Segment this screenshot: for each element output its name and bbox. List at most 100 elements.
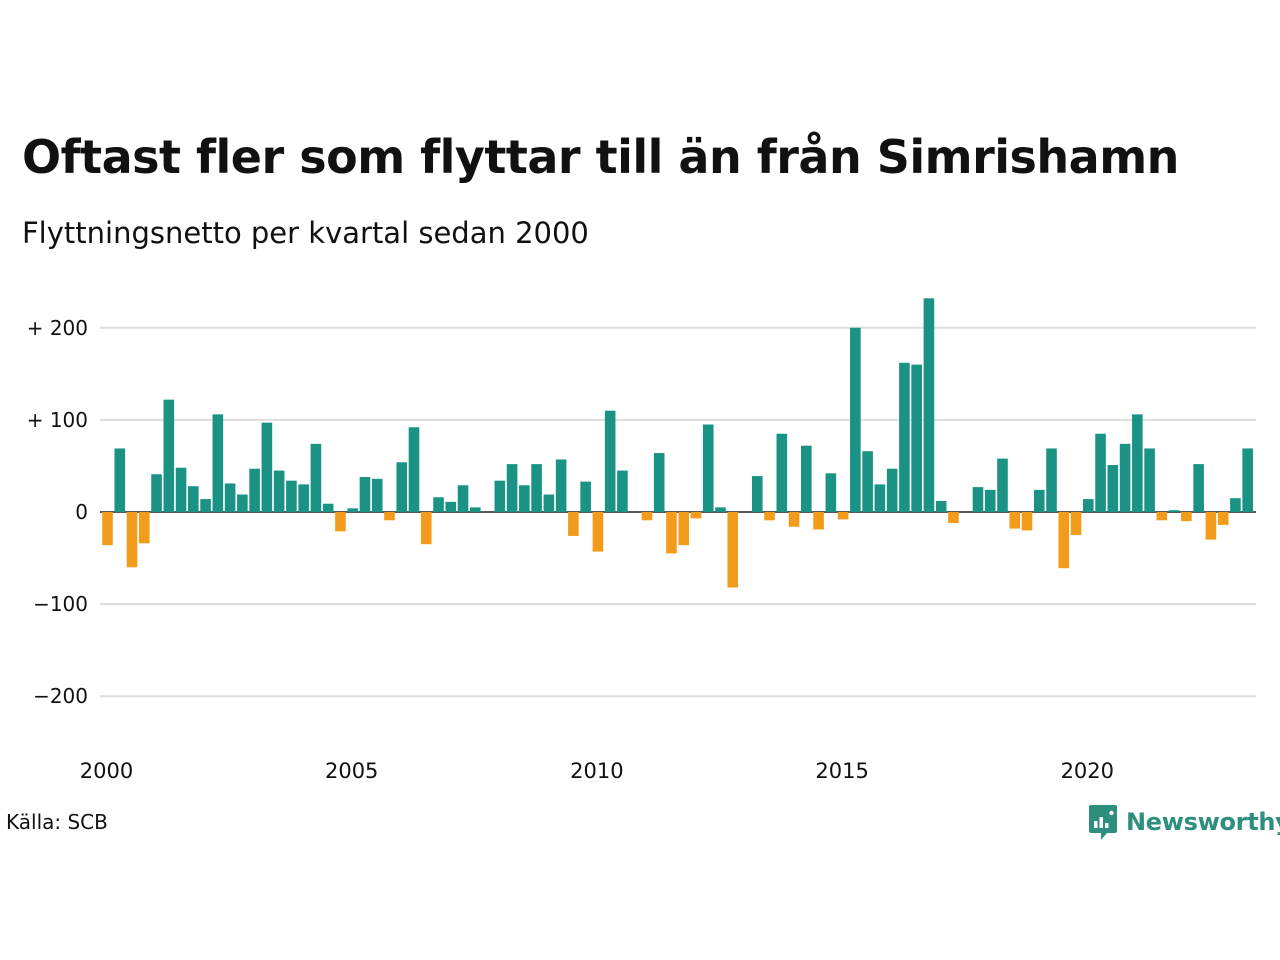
bar	[543, 494, 555, 512]
chart-subtitle: Flyttningsnetto per kvartal sedan 2000	[22, 216, 589, 250]
bar	[1144, 448, 1155, 512]
bar	[568, 512, 579, 536]
bar	[1119, 443, 1131, 512]
bar	[1033, 489, 1045, 512]
brand-logo: Newsworthy	[1088, 802, 1280, 842]
source-note: Källa: SCB	[6, 810, 108, 834]
bar	[850, 327, 861, 512]
bar	[408, 427, 420, 512]
bar	[298, 484, 309, 512]
bar	[984, 489, 996, 512]
bar	[1168, 510, 1180, 512]
bar	[1132, 414, 1143, 512]
bar	[1058, 512, 1070, 569]
bar	[188, 486, 199, 512]
bar	[690, 512, 702, 519]
x-tick-label: 2020	[1061, 759, 1114, 783]
bar	[212, 414, 224, 512]
bar	[224, 483, 236, 512]
bar	[163, 399, 175, 512]
bar	[114, 448, 126, 512]
bar	[702, 424, 714, 512]
x-tick-label: 2000	[80, 759, 133, 783]
bar	[531, 464, 542, 512]
bar	[1083, 499, 1094, 512]
bar	[457, 485, 469, 512]
bar	[371, 478, 383, 512]
bar	[1181, 512, 1192, 522]
bar	[286, 480, 297, 512]
bar	[1095, 433, 1106, 512]
bar	[874, 484, 886, 512]
bar	[837, 512, 849, 520]
bar	[555, 459, 567, 512]
bar	[1009, 512, 1021, 529]
bar	[138, 512, 150, 544]
bar	[972, 487, 984, 512]
bar	[470, 507, 481, 512]
bar	[494, 480, 506, 512]
y-tick-label: −200	[33, 684, 88, 708]
bar	[1046, 448, 1057, 512]
bar	[126, 512, 138, 568]
bar	[862, 451, 873, 512]
x-tick-label: 2010	[570, 759, 623, 783]
bar	[997, 458, 1008, 512]
bar	[911, 364, 922, 512]
bar	[641, 512, 653, 521]
bar	[1070, 512, 1082, 536]
chart-title: Oftast fler som flyttar till än från Sim…	[22, 130, 1179, 184]
bar	[322, 503, 334, 512]
x-tick-label: 2005	[325, 759, 378, 783]
bar	[1021, 512, 1033, 531]
bar	[678, 512, 690, 546]
bar	[102, 512, 113, 546]
bar	[506, 464, 518, 512]
bar	[653, 453, 665, 512]
bar	[384, 512, 395, 521]
bar	[727, 512, 739, 588]
bar	[666, 512, 677, 554]
bar	[935, 500, 947, 512]
axis-labels: + 200 + 100 0 −100 −200 2000 2005 2010 2015 2020	[27, 316, 1114, 783]
bar	[359, 477, 371, 512]
bar	[237, 494, 248, 512]
bar	[825, 473, 837, 512]
bar	[310, 443, 322, 512]
y-tick-label: −100	[33, 592, 88, 616]
bar	[813, 512, 824, 530]
bar	[617, 470, 628, 513]
bar	[715, 507, 726, 512]
brand-name: Newsworthy	[1126, 808, 1280, 836]
bar	[1205, 512, 1217, 540]
bar	[1156, 512, 1168, 521]
bar	[249, 468, 260, 512]
bar	[1107, 465, 1119, 512]
bar	[604, 410, 616, 512]
bar	[1217, 512, 1229, 525]
bar	[776, 433, 788, 512]
bar	[751, 476, 763, 512]
y-tick-label: 0	[75, 500, 88, 524]
bar	[151, 474, 162, 512]
x-tick-label: 2015	[815, 759, 868, 783]
newsworthy-logo-icon	[1089, 805, 1117, 840]
bar	[261, 422, 273, 512]
bar	[886, 468, 898, 512]
bar	[1242, 448, 1253, 512]
bar	[801, 445, 812, 512]
bar	[948, 512, 959, 524]
bar	[420, 512, 432, 545]
y-tick-label: + 100	[27, 408, 88, 432]
bar	[1193, 464, 1204, 512]
bars	[102, 298, 1253, 588]
bar	[1230, 498, 1241, 513]
bar	[273, 470, 285, 513]
bar	[580, 481, 591, 512]
bar	[592, 512, 604, 552]
bar	[788, 512, 800, 527]
bar	[335, 512, 346, 532]
bar	[899, 362, 910, 512]
bar	[923, 298, 935, 512]
